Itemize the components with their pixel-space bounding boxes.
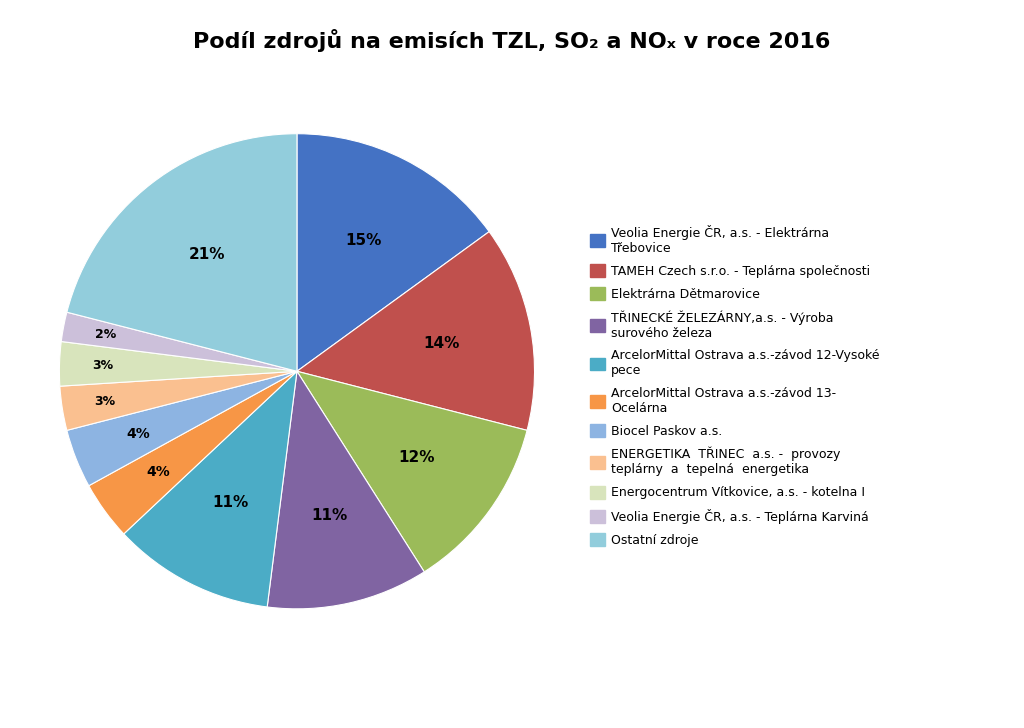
Wedge shape <box>59 371 297 430</box>
Wedge shape <box>297 371 527 572</box>
Text: 21%: 21% <box>188 248 225 262</box>
Text: 14%: 14% <box>424 336 460 351</box>
Wedge shape <box>67 134 297 371</box>
Wedge shape <box>297 232 535 430</box>
Text: 3%: 3% <box>92 359 113 372</box>
Wedge shape <box>297 134 489 371</box>
Text: 15%: 15% <box>346 232 382 248</box>
Wedge shape <box>89 371 297 534</box>
Text: 4%: 4% <box>146 464 170 479</box>
Wedge shape <box>124 371 297 607</box>
Text: 11%: 11% <box>311 507 347 523</box>
Text: 3%: 3% <box>94 395 115 408</box>
Wedge shape <box>59 341 297 386</box>
Wedge shape <box>67 371 297 486</box>
Legend: Veolia Energie ČR, a.s. - Elektrárna
Třebovice, TAMEH Czech s.r.o. - Teplárna sp: Veolia Energie ČR, a.s. - Elektrárna Tře… <box>590 225 880 547</box>
Text: 2%: 2% <box>95 328 117 341</box>
Text: 4%: 4% <box>126 427 150 441</box>
Text: 11%: 11% <box>212 495 248 510</box>
Wedge shape <box>61 312 297 371</box>
Wedge shape <box>267 371 424 609</box>
Text: Podíl zdrojů na emisích TZL, SO₂ a NOₓ v roce 2016: Podíl zdrojů na emisích TZL, SO₂ a NOₓ v… <box>194 29 830 52</box>
Text: 12%: 12% <box>398 451 434 465</box>
